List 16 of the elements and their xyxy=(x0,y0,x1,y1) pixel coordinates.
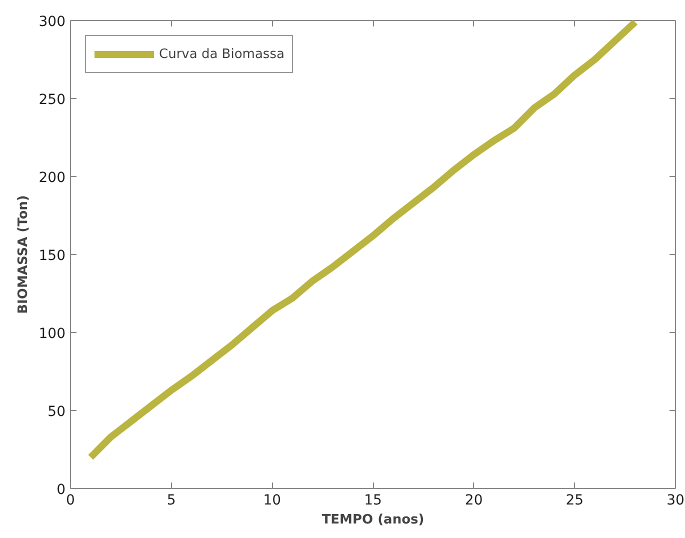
y-tick-label: 150 xyxy=(38,248,66,264)
x-tick-label: 10 xyxy=(263,492,282,508)
x-tick-label: 5 xyxy=(166,492,176,508)
x-axis-title: TEMPO (anos) xyxy=(322,512,424,528)
y-tick-label: 0 xyxy=(56,482,66,498)
legend-label: Curva da Biomassa xyxy=(159,46,284,62)
y-tick-label: 200 xyxy=(38,170,66,186)
x-tick-label: 15 xyxy=(364,492,382,508)
y-tick-label: 100 xyxy=(38,326,66,342)
y-tick-label: 250 xyxy=(38,92,66,108)
y-axis-title: BIOMASSA (Ton) xyxy=(16,195,31,314)
y-tick-label: 300 xyxy=(38,14,66,30)
x-tick-label: 20 xyxy=(464,492,483,508)
x-tick-label: 25 xyxy=(566,492,584,508)
y-tick-label: 50 xyxy=(48,404,66,420)
x-tick-label: 30 xyxy=(666,492,684,508)
